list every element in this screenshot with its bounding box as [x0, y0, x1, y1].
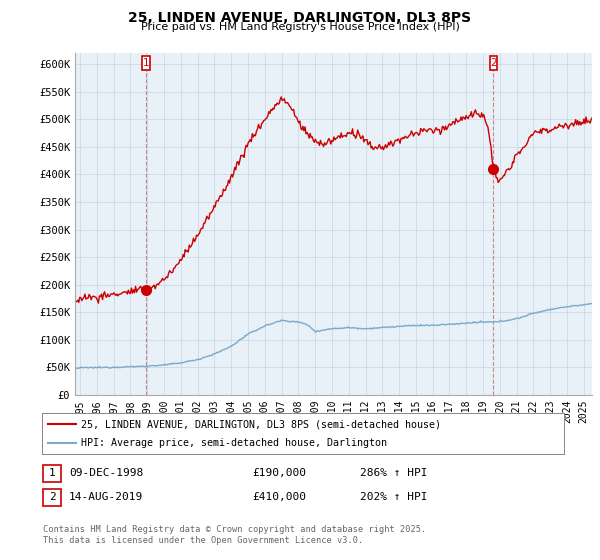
FancyBboxPatch shape	[490, 56, 497, 70]
Text: 202% ↑ HPI: 202% ↑ HPI	[360, 492, 427, 502]
Text: HPI: Average price, semi-detached house, Darlington: HPI: Average price, semi-detached house,…	[81, 438, 387, 447]
Text: 25, LINDEN AVENUE, DARLINGTON, DL3 8PS (semi-detached house): 25, LINDEN AVENUE, DARLINGTON, DL3 8PS (…	[81, 419, 441, 429]
Text: 25, LINDEN AVENUE, DARLINGTON, DL3 8PS: 25, LINDEN AVENUE, DARLINGTON, DL3 8PS	[128, 11, 472, 25]
Text: Price paid vs. HM Land Registry's House Price Index (HPI): Price paid vs. HM Land Registry's House …	[140, 22, 460, 32]
Text: 286% ↑ HPI: 286% ↑ HPI	[360, 468, 427, 478]
Text: 09-DEC-1998: 09-DEC-1998	[69, 468, 143, 478]
Text: 14-AUG-2019: 14-AUG-2019	[69, 492, 143, 502]
Text: £410,000: £410,000	[252, 492, 306, 502]
Text: Contains HM Land Registry data © Crown copyright and database right 2025.
This d: Contains HM Land Registry data © Crown c…	[43, 525, 427, 545]
FancyBboxPatch shape	[142, 56, 149, 70]
Text: 1: 1	[49, 468, 56, 478]
Text: £190,000: £190,000	[252, 468, 306, 478]
Text: 1: 1	[143, 58, 149, 68]
Text: 2: 2	[49, 492, 56, 502]
Text: 2: 2	[490, 58, 497, 68]
